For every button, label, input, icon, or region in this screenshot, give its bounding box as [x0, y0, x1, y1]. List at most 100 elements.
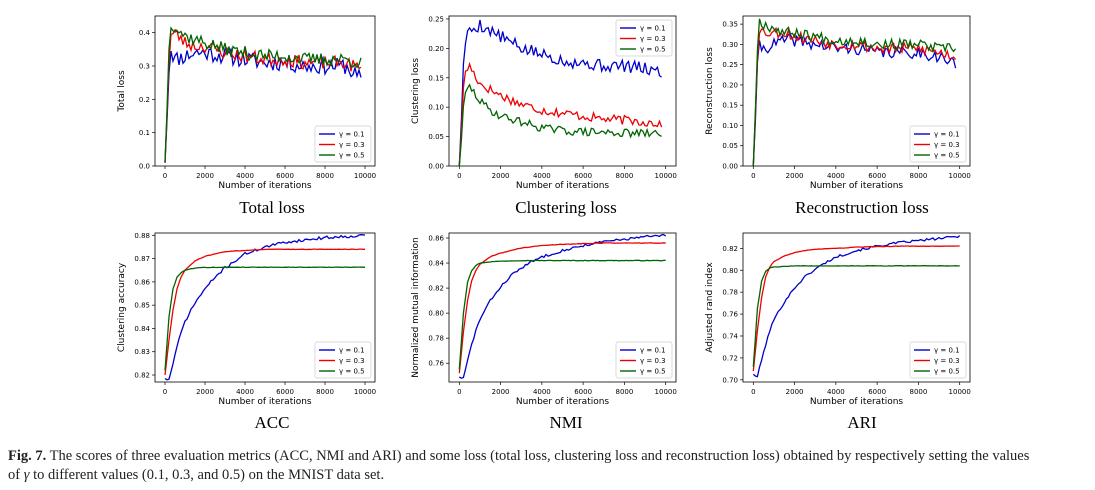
- x-tick-label: 6000: [574, 388, 592, 396]
- panel-title: Reconstruction loss: [795, 198, 929, 217]
- y-tick-label: 0.83: [134, 348, 150, 356]
- y-tick-label: 0.15: [722, 102, 738, 110]
- y-tick-label: 0.76: [428, 360, 444, 368]
- chart-ari: 0 2000 4000 6000 8000 10000 0.70 0.72 0.74 0.76 0.…: [705, 232, 971, 432]
- y-tick-label: 0.78: [428, 335, 444, 343]
- x-tick-label: 0: [163, 388, 167, 396]
- series-line-1: [752, 235, 961, 378]
- y-tick-label: 0.00: [428, 163, 444, 171]
- y-axis-label: Adjusted rand index: [705, 262, 715, 353]
- legend: γ = 0.1 γ = 0.3 γ = 0.5: [909, 125, 967, 163]
- x-axis-label: Number of iterations: [516, 181, 610, 191]
- panel-title: NMI: [549, 413, 582, 432]
- x-tick-label: 0: [457, 388, 461, 396]
- x-tick-label: 8000: [909, 172, 927, 180]
- y-axis-label: Total loss: [117, 70, 127, 113]
- legend-label-1: γ = 0.1: [640, 25, 666, 33]
- y-axis-label: Clustering accuracy: [117, 262, 127, 352]
- y-tick-label: 0.10: [722, 122, 738, 130]
- series-line-3: [164, 266, 366, 371]
- x-tick-label: 6000: [276, 388, 294, 396]
- x-tick-label: 2000: [786, 172, 804, 180]
- legend-label-3: γ = 0.5: [339, 368, 365, 376]
- y-tick-label: 0.20: [428, 45, 444, 53]
- legend-label-1: γ = 0.1: [934, 131, 960, 139]
- chart-acc: 0 2000 4000 6000 8000 10000 0.82 0.83 0.84 0.85 0.…: [117, 232, 376, 432]
- y-tick-label: 0.86: [134, 278, 150, 286]
- y-tick-label: 0.84: [134, 325, 150, 333]
- y-tick-label: 0.86: [428, 235, 444, 243]
- y-tick-label: 0.00: [722, 163, 738, 171]
- y-tick-label: 0.85: [134, 302, 150, 310]
- legend-box: [909, 125, 967, 163]
- x-tick-label: 10000: [655, 388, 677, 396]
- series-line-2: [458, 61, 663, 166]
- y-tick-label: 0.0: [139, 163, 150, 171]
- y-tick-label: 0.70: [722, 376, 738, 384]
- x-tick-label: 10000: [354, 388, 376, 396]
- series-line-2: [752, 26, 957, 166]
- legend-label-2: γ = 0.3: [934, 141, 960, 149]
- y-tick-label: 0.1: [139, 129, 150, 137]
- legend-box: [909, 341, 967, 379]
- x-tick-label: 6000: [868, 172, 886, 180]
- legend-label-3: γ = 0.5: [640, 368, 666, 376]
- chart-nmi: 0 2000 4000 6000 8000 10000 0.76 0.78 0.80 0.82 0.…: [411, 232, 677, 432]
- panel-title: ACC: [255, 413, 290, 432]
- y-tick-label: 0.15: [428, 74, 444, 82]
- y-tick-label: 0.80: [722, 267, 738, 275]
- x-axis-label: Number of iterations: [218, 397, 312, 407]
- y-tick-label: 0.82: [134, 372, 150, 380]
- chart-reconstruction-loss: 0 2000 4000 6000 8000 10000 0.00 0.05 0.10 0.15 0.…: [705, 15, 971, 217]
- x-tick-label: 8000: [909, 388, 927, 396]
- x-tick-label: 4000: [236, 172, 254, 180]
- series-line-3: [164, 26, 362, 163]
- legend-label-2: γ = 0.3: [640, 35, 666, 43]
- caption-text-2b: to different values (0.1, 0.3, and 0.5) …: [29, 467, 385, 483]
- axes-frame: [448, 232, 677, 383]
- series-line-3: [458, 83, 662, 166]
- legend: γ = 0.1 γ = 0.3 γ = 0.5: [314, 125, 372, 163]
- y-tick-label: 0.05: [428, 133, 444, 141]
- legend-box: [314, 341, 372, 379]
- x-tick-label: 0: [457, 172, 461, 180]
- legend-label-3: γ = 0.5: [934, 152, 960, 160]
- y-tick-label: 0.2: [139, 96, 150, 104]
- series-line-2: [458, 242, 666, 374]
- legend: γ = 0.1 γ = 0.3 γ = 0.5: [615, 341, 673, 379]
- x-tick-label: 4000: [533, 388, 551, 396]
- y-tick-label: 0.88: [134, 232, 150, 240]
- panel-title: Clustering loss: [515, 198, 617, 217]
- axes-frame: [448, 15, 677, 167]
- legend-label-2: γ = 0.3: [339, 357, 365, 365]
- legend-label-2: γ = 0.3: [934, 357, 960, 365]
- legend: γ = 0.1 γ = 0.3 γ = 0.5: [615, 19, 673, 57]
- y-tick-label: 0.3: [139, 63, 150, 71]
- series-line-2: [752, 245, 960, 372]
- y-tick-label: 0.74: [722, 332, 738, 340]
- panel-title: Total loss: [239, 198, 304, 217]
- caption-text-2a: of: [8, 467, 24, 483]
- x-tick-label: 8000: [615, 388, 633, 396]
- legend-label-1: γ = 0.1: [934, 347, 960, 355]
- caption-text-1: The scores of three evaluation metrics (…: [49, 448, 1030, 464]
- legend-box: [615, 341, 673, 379]
- panel-title: ARI: [847, 413, 877, 432]
- chart-total-loss: 0 2000 4000 6000 8000 10000 0.0 0.1 0.2 0.3 0.4 Num…: [117, 15, 376, 217]
- x-tick-label: 8000: [316, 172, 334, 180]
- legend-box: [314, 125, 372, 163]
- y-tick-label: 0.4: [139, 29, 151, 37]
- caption-line-1: Fig. 7. The scores of three evaluation m…: [8, 448, 1029, 465]
- y-tick-label: 0.87: [134, 255, 150, 263]
- x-tick-label: 2000: [196, 172, 214, 180]
- legend-box: [615, 19, 673, 57]
- y-tick-label: 0.78: [722, 289, 738, 297]
- x-tick-label: 0: [751, 388, 755, 396]
- y-tick-label: 0.82: [428, 285, 444, 293]
- y-tick-label: 0.80: [428, 310, 444, 318]
- chart-clustering-loss: 0 2000 4000 6000 8000 10000 0.00 0.05 0.10 0.15 0.…: [411, 15, 677, 217]
- series-line-3: [752, 265, 960, 367]
- caption-line-2: of γ to different values (0.1, 0.3, and …: [8, 467, 384, 484]
- series-line-3: [458, 259, 666, 370]
- x-tick-label: 4000: [827, 172, 845, 180]
